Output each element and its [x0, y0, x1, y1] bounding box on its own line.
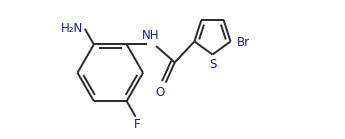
Text: NH: NH [141, 29, 159, 42]
Text: O: O [155, 86, 164, 99]
Text: Br: Br [237, 36, 250, 49]
Text: S: S [209, 59, 216, 71]
Text: H₂N: H₂N [61, 22, 83, 35]
Text: F: F [134, 118, 141, 131]
